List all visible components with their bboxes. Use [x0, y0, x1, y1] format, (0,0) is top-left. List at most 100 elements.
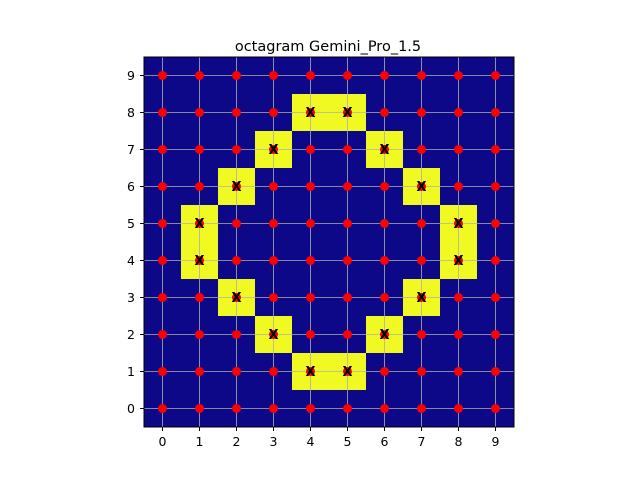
grid-point-4-8 [306, 108, 315, 117]
grid-point-3-4 [269, 256, 278, 265]
x-tick-label-1: 1 [196, 434, 204, 449]
grid-point-8-3 [454, 293, 463, 302]
x-tick-label-9: 9 [492, 434, 500, 449]
grid-point-6-3 [380, 293, 389, 302]
grid-point-5-7 [343, 145, 352, 154]
cell-label-8-5: X [453, 217, 463, 232]
grid-point-1-1 [195, 367, 204, 376]
cell-label-8-4: X [453, 254, 463, 269]
grid-point-5-6 [343, 182, 352, 191]
grid-point-1-0 [195, 404, 204, 413]
grid-point-2-0 [232, 404, 241, 413]
grid-point-3-3 [269, 293, 278, 302]
cell-label-5-1: X [342, 365, 352, 380]
grid-point-8-0 [454, 404, 463, 413]
y-tick-label-1: 1 [127, 364, 135, 379]
grid-point-1-6 [195, 182, 204, 191]
grid-point-8-8 [454, 108, 463, 117]
grid-point-8-2 [454, 330, 463, 339]
cell-label-7-6: X [416, 180, 426, 195]
cell-label-1-5: X [194, 217, 204, 232]
grid-point-3-6 [269, 182, 278, 191]
grid-point-4-6 [306, 182, 315, 191]
grid-point-0-7 [158, 145, 167, 154]
grid-point-6-1 [380, 367, 389, 376]
grid-point-4-0 [306, 404, 315, 413]
grid-point-4-2 [306, 330, 315, 339]
grid-point-1-4 [195, 256, 204, 265]
x-tick-label-0: 0 [159, 434, 167, 449]
grid-point-0-8 [158, 108, 167, 117]
grid-point-0-1 [158, 367, 167, 376]
grid-point-8-6 [454, 182, 463, 191]
grid-point-9-8 [491, 108, 500, 117]
grid-point-1-5 [195, 219, 204, 228]
grid-point-0-4 [158, 256, 167, 265]
cell-label-3-2: X [268, 328, 278, 343]
x-tick-label-8: 8 [455, 434, 463, 449]
grid-point-7-0 [417, 404, 426, 413]
cell-label-1-4: X [194, 254, 204, 269]
cell-label-6-2: X [379, 328, 389, 343]
y-tick-label-0: 0 [127, 401, 135, 416]
grid-point-2-7 [232, 145, 241, 154]
grid-point-0-6 [158, 182, 167, 191]
grid-point-0-3 [158, 293, 167, 302]
grid-point-6-5 [380, 219, 389, 228]
grid-point-3-7 [269, 145, 278, 154]
cell-label-5-8: X [342, 106, 352, 121]
grid-point-7-1 [417, 367, 426, 376]
grid-point-6-2 [380, 330, 389, 339]
x-tick-label-2: 2 [233, 434, 241, 449]
y-tick-label-2: 2 [127, 327, 135, 342]
grid-point-0-9 [158, 71, 167, 80]
cell-label-4-8: X [305, 106, 315, 121]
grid-point-6-7 [380, 145, 389, 154]
grid-point-7-7 [417, 145, 426, 154]
grid-point-9-9 [491, 71, 500, 80]
cell-label-3-7: X [268, 143, 278, 158]
grid-point-5-4 [343, 256, 352, 265]
y-tick-label-9: 9 [127, 68, 135, 83]
grid-point-9-4 [491, 256, 500, 265]
grid-point-2-6 [232, 182, 241, 191]
cell-label-2-3: X [231, 291, 241, 306]
grid-point-7-5 [417, 219, 426, 228]
grid-point-8-1 [454, 367, 463, 376]
grid-point-4-4 [306, 256, 315, 265]
grid-point-5-0 [343, 404, 352, 413]
grid-point-3-2 [269, 330, 278, 339]
cell-label-6-7: X [379, 143, 389, 158]
grid-point-2-5 [232, 219, 241, 228]
grid-point-5-8 [343, 108, 352, 117]
x-tick-label-7: 7 [418, 434, 426, 449]
grid-point-6-6 [380, 182, 389, 191]
x-tick-label-6: 6 [381, 434, 389, 449]
grid-point-2-2 [232, 330, 241, 339]
grid-point-9-5 [491, 219, 500, 228]
y-tick-label-6: 6 [127, 179, 135, 194]
grid-point-6-4 [380, 256, 389, 265]
grid-point-5-2 [343, 330, 352, 339]
grid-point-3-8 [269, 108, 278, 117]
grid-point-9-2 [491, 330, 500, 339]
chart-title: octagram Gemini_Pro_1.5 [235, 39, 421, 55]
grid-point-9-7 [491, 145, 500, 154]
grid-point-1-8 [195, 108, 204, 117]
grid-point-9-3 [491, 293, 500, 302]
grid-point-1-7 [195, 145, 204, 154]
grid-point-2-9 [232, 71, 241, 80]
grid-point-9-1 [491, 367, 500, 376]
grid-point-5-5 [343, 219, 352, 228]
grid-point-8-5 [454, 219, 463, 228]
grid-point-2-8 [232, 108, 241, 117]
grid-point-1-2 [195, 330, 204, 339]
grid-point-7-8 [417, 108, 426, 117]
grid-point-0-2 [158, 330, 167, 339]
axes-frame [143, 56, 515, 428]
grid-point-2-3 [232, 293, 241, 302]
y-tick-label-7: 7 [127, 142, 135, 157]
x-tick-label-3: 3 [270, 434, 278, 449]
grid-point-3-1 [269, 367, 278, 376]
